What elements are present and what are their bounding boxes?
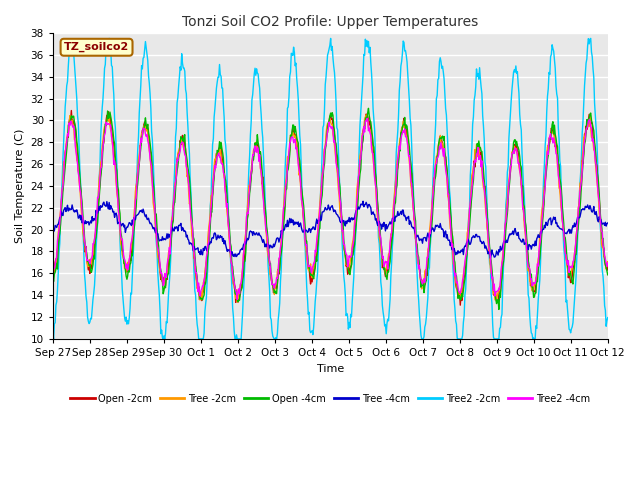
- Y-axis label: Soil Temperature (C): Soil Temperature (C): [15, 129, 25, 243]
- Text: TZ_soilco2: TZ_soilco2: [64, 42, 129, 52]
- Title: Tonzi Soil CO2 Profile: Upper Temperatures: Tonzi Soil CO2 Profile: Upper Temperatur…: [182, 15, 478, 29]
- Legend: Open -2cm, Tree -2cm, Open -4cm, Tree -4cm, Tree2 -2cm, Tree2 -4cm: Open -2cm, Tree -2cm, Open -4cm, Tree -4…: [67, 390, 594, 408]
- X-axis label: Time: Time: [317, 363, 344, 373]
